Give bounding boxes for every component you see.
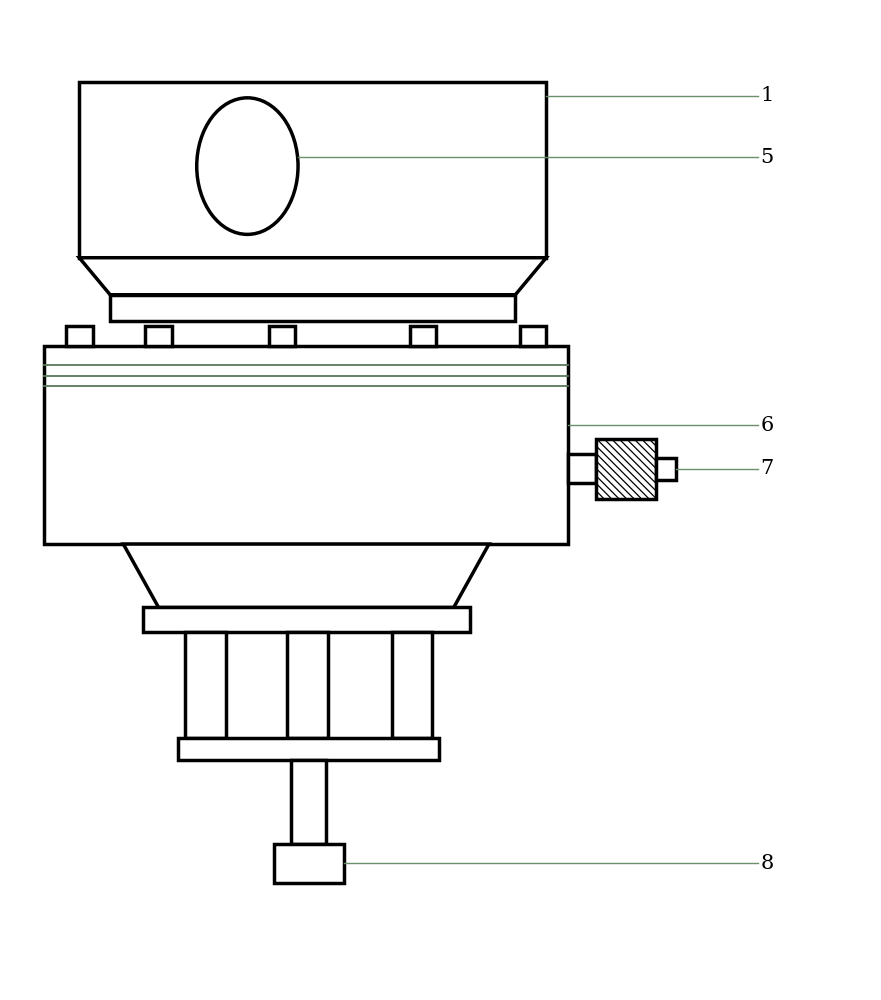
Bar — [185, 632, 226, 738]
Bar — [274, 844, 344, 883]
Text: 8: 8 — [760, 854, 774, 873]
Text: 7: 7 — [760, 459, 774, 478]
Bar — [287, 632, 328, 738]
Text: 6: 6 — [760, 416, 774, 435]
Text: 1: 1 — [760, 86, 774, 105]
Bar — [392, 632, 433, 738]
Bar — [520, 326, 546, 346]
Ellipse shape — [196, 98, 298, 234]
Polygon shape — [123, 544, 489, 607]
Bar — [66, 326, 93, 346]
Bar — [656, 458, 676, 480]
Polygon shape — [79, 258, 546, 295]
Bar — [596, 439, 656, 499]
Bar — [44, 346, 568, 544]
Bar — [143, 607, 470, 632]
Bar — [269, 326, 295, 346]
Bar — [79, 82, 546, 258]
Bar — [145, 326, 172, 346]
Text: 5: 5 — [760, 148, 774, 167]
Bar — [292, 760, 327, 844]
Bar — [178, 738, 440, 760]
Bar — [110, 295, 515, 321]
Bar — [410, 326, 436, 346]
Bar — [568, 454, 596, 483]
Bar — [596, 439, 656, 499]
